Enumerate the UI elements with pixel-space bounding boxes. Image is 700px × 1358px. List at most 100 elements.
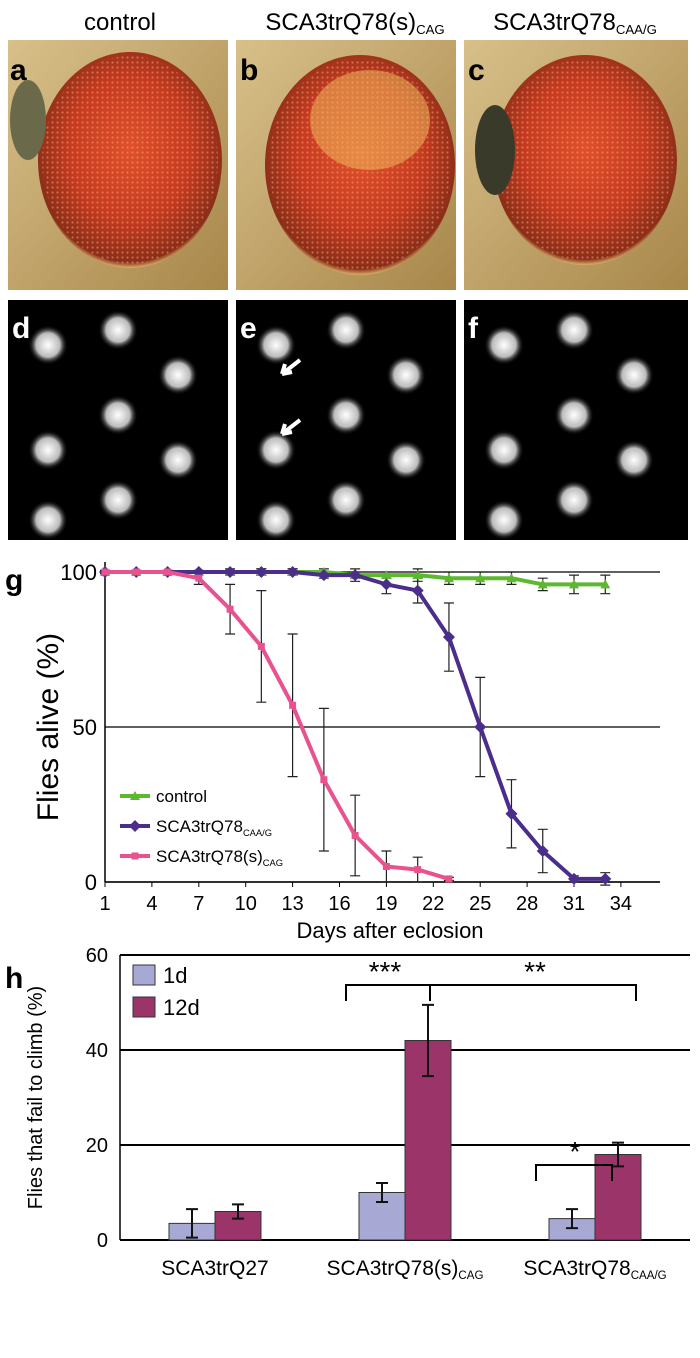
y-tick-label: 100 [60, 560, 97, 585]
bar [594, 1154, 642, 1241]
y-axis-label: Flies alive (%) [32, 633, 65, 821]
x-tick-label: 28 [516, 893, 538, 915]
ommatidium [484, 325, 524, 365]
error-bar [422, 1003, 434, 1078]
marker [536, 845, 549, 857]
x-tick-label: 22 [422, 893, 444, 915]
x-tick-label: 13 [281, 893, 303, 915]
ommatidium [256, 430, 296, 470]
ommatidium [326, 395, 366, 435]
column-header-sub: CAA/G [616, 22, 657, 37]
significance-label: * [570, 1136, 581, 1167]
marker [382, 863, 390, 870]
column-header-sub: CAG [416, 22, 445, 37]
x-tick-label-main: SCA3trQ78 [523, 1257, 630, 1280]
eye-photo [236, 40, 456, 290]
ommatidium [386, 440, 426, 480]
x-axis-label: Days after eclosion [296, 918, 483, 943]
legend-label-main: SCA3trQ78(s) [156, 847, 263, 866]
marker [505, 807, 518, 820]
panel-label: h [5, 962, 23, 995]
ommatidium [158, 440, 198, 480]
marker [411, 584, 424, 597]
marker [132, 568, 140, 576]
legend-swatch [132, 996, 156, 1018]
marker [568, 872, 581, 885]
marker [475, 573, 486, 583]
error-bar [232, 1203, 244, 1220]
ommatidium [554, 480, 594, 520]
legend-label: SCA3trQ78(s)CAG [156, 847, 283, 868]
marker [380, 578, 393, 591]
ommatidium [28, 430, 68, 470]
marker [349, 569, 362, 582]
arrow [280, 358, 302, 436]
ommatidium [28, 500, 68, 540]
marker [320, 776, 328, 784]
y-tick-label: 0 [97, 1230, 108, 1252]
ommatidium [256, 500, 296, 540]
panel-label: f [468, 312, 479, 345]
column-header-main: SCA3trQ78(s) [265, 9, 416, 36]
marker [131, 852, 139, 860]
ommatidium [386, 355, 426, 395]
x-tick-label: 19 [375, 893, 397, 915]
eye-photo [464, 40, 688, 290]
marker [257, 642, 265, 650]
marker [164, 568, 172, 576]
y-axis-label: Flies that fail to climb (%) [25, 986, 47, 1209]
marker [443, 573, 454, 583]
y-tick-label: 40 [86, 1040, 108, 1062]
ommatidium [554, 310, 594, 350]
legend-label: control [156, 787, 207, 806]
x-tick-label: 1 [99, 893, 110, 915]
marker [317, 569, 330, 582]
panel-label: b [240, 54, 258, 87]
x-tick-label: SCA3trQ27 [161, 1257, 268, 1280]
significance-label: ** [524, 956, 546, 987]
significance-bracket [429, 984, 637, 1001]
ommatidium [326, 310, 366, 350]
photo-panels [8, 40, 688, 540]
x-tick-label-sub: CAA/G [631, 1270, 667, 1282]
ommatidium [98, 310, 138, 350]
ommatidium [98, 395, 138, 435]
column-header: control [84, 9, 156, 36]
marker [599, 872, 612, 885]
legend-label-main: control [156, 787, 207, 806]
error-bar [186, 1208, 198, 1239]
x-tick-label: SCA3trQ78(s)CAG [327, 1257, 484, 1282]
error-bar [566, 1208, 578, 1230]
marker [195, 574, 203, 582]
marker [506, 573, 517, 583]
legend-label: 1d [163, 963, 187, 988]
marker [255, 566, 268, 578]
y-tick-label: 60 [86, 945, 108, 967]
marker [600, 579, 611, 589]
panel-label: g [5, 564, 23, 597]
x-tick-label-main: SCA3trQ27 [161, 1257, 268, 1280]
ommatidium [484, 430, 524, 470]
x-tick-label: 10 [235, 893, 257, 915]
x-tick-label: 7 [193, 893, 204, 915]
ommatidium [614, 355, 654, 395]
panel-label: d [12, 312, 30, 345]
marker [289, 701, 297, 709]
marker [537, 579, 548, 589]
marker [414, 866, 422, 874]
panel-label: c [468, 54, 485, 87]
significance-bracket [345, 984, 431, 1001]
marker [351, 832, 359, 839]
panel-label: a [10, 54, 27, 87]
ommatidium [158, 355, 198, 395]
x-tick-label: 31 [563, 893, 585, 915]
panel-label: e [240, 312, 257, 345]
marker [101, 568, 109, 576]
significance-label: *** [369, 956, 402, 987]
series-line [105, 570, 450, 881]
ommatidium [554, 395, 594, 435]
marker [442, 631, 455, 644]
x-tick-label: 4 [146, 893, 157, 915]
ommatidium [28, 325, 68, 365]
